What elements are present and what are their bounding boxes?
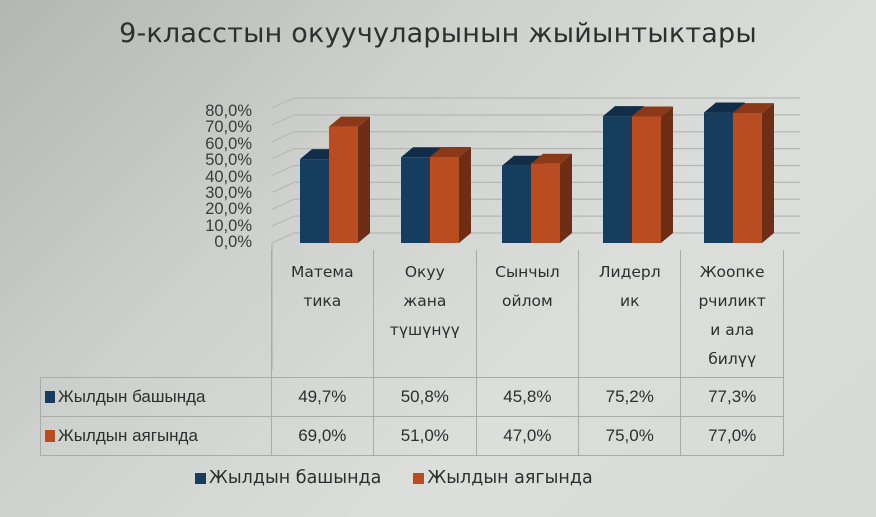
- category-label: Окуу жана түшүнүү: [372, 250, 477, 378]
- y-tick: 10,0%: [205, 216, 252, 235]
- data-table: Матема тика Окуу жана түшүнүү Сынчыл ойлом Л…: [40, 250, 784, 456]
- series-label: Жылдын башында: [40, 377, 272, 417]
- table-cell: 45,8%: [475, 377, 580, 417]
- bar: [632, 106, 673, 243]
- series-swatch-icon: [45, 430, 55, 442]
- series-label: Жылдын аягында: [40, 416, 272, 456]
- y-tick: 40,0%: [205, 167, 252, 186]
- y-tick: 70,0%: [205, 118, 252, 137]
- bar: [531, 153, 572, 243]
- legend-swatch-icon: [195, 473, 206, 484]
- category-row: Матема тика Окуу жана түшүнүү Сынчыл ойлом Л…: [41, 250, 784, 378]
- y-tick: 60,0%: [205, 134, 252, 153]
- legend-swatch-icon: [413, 473, 425, 484]
- legend: Жылдын башында Жылдын аягында: [195, 468, 593, 488]
- table-cell: 49,7%: [270, 377, 374, 417]
- category-label: Лидерл ик: [578, 250, 681, 378]
- category-label: Жоопке рчиликт и ала билүү: [680, 250, 784, 378]
- table-cell: 51,0%: [372, 416, 477, 456]
- table-cell: 77,0%: [680, 416, 784, 456]
- table-row: Жылдын аягында 69,0% 51,0% 47,0% 75,0% 7…: [40, 416, 784, 456]
- y-tick: 20,0%: [205, 200, 252, 219]
- table-cell: 50,8%: [372, 377, 477, 417]
- y-tick: 80,0%: [205, 102, 252, 120]
- bar: [329, 116, 370, 243]
- bar: [603, 106, 644, 243]
- chart-title: 9-класстын окуучуларынын жыйынтыктары: [119, 18, 757, 49]
- table-cell: 75,0%: [578, 416, 682, 456]
- y-tick: 0,0%: [214, 233, 252, 252]
- table-row: Жылдын башында 49,7% 50,8% 45,8% 75,2% 7…: [40, 377, 784, 417]
- table-cell: 75,2%: [578, 377, 682, 417]
- category-label: Сынчыл ойлом: [475, 250, 579, 378]
- y-tick: 50,0%: [205, 151, 252, 170]
- table-cell: 69,0%: [270, 416, 374, 456]
- legend-item: Жылдын аягында: [413, 468, 593, 488]
- series-swatch-icon: [45, 391, 55, 403]
- table-cell: 47,0%: [475, 416, 580, 456]
- y-tick: 30,0%: [205, 183, 252, 202]
- legend-item: Жылдын башында: [195, 468, 381, 488]
- table-cell: 77,3%: [680, 377, 784, 417]
- bar: [430, 146, 471, 243]
- y-axis: 80,0% 70,0% 60,0% 50,0% 40,0% 30,0% 20,0…: [170, 103, 252, 251]
- bar: [733, 103, 774, 243]
- category-label: Матема тика: [270, 250, 374, 378]
